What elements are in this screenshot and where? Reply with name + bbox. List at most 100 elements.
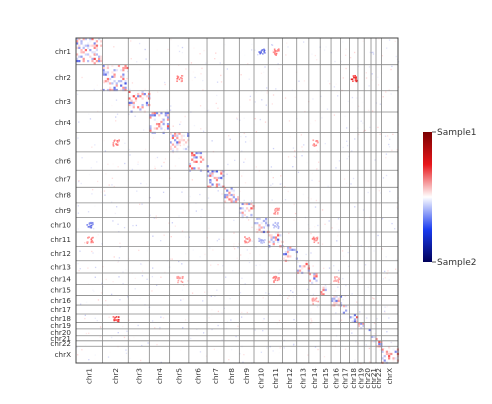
- heatmap-cell: [160, 165, 163, 167]
- heatmap-cell: [294, 150, 296, 152]
- heatmap-cell: [310, 311, 312, 314]
- heatmap-cell: [274, 207, 277, 210]
- heatmap-cell: [365, 344, 367, 346]
- heatmap-cell: [370, 52, 373, 54]
- x-tick-label: chr9: [242, 368, 251, 384]
- heatmap-cell: [141, 90, 144, 93]
- heatmap-cell: [247, 241, 250, 244]
- heatmap-cell: [116, 140, 119, 142]
- heatmap-cell: [91, 38, 94, 41]
- heatmap-cell: [336, 276, 338, 278]
- heatmap-cell: [124, 80, 127, 83]
- heatmap-cell: [395, 258, 398, 261]
- heatmap-cell: [367, 109, 370, 111]
- heatmap-cell: [378, 190, 380, 192]
- heatmap-cell: [124, 88, 127, 92]
- heatmap-cell: [116, 141, 119, 144]
- heatmap-cell: [115, 88, 118, 92]
- heatmap-cell: [141, 270, 144, 272]
- heatmap-cell: [120, 88, 123, 92]
- heatmap-cell: [347, 251, 349, 254]
- heatmap-cell: [382, 278, 384, 280]
- heatmap-cell: [111, 71, 114, 74]
- heatmap-cell: [180, 299, 182, 301]
- heatmap-cell: [76, 44, 79, 47]
- y-tick-label: chr21: [50, 334, 71, 343]
- heatmap-cell: [276, 209, 279, 212]
- heatmap-cell: [381, 294, 384, 296]
- heatmap-cell: [357, 105, 360, 107]
- heatmap-cell: [153, 112, 156, 115]
- heatmap-cell: [193, 167, 196, 170]
- heatmap-cell: [315, 279, 318, 282]
- heatmap-cell: [351, 96, 354, 99]
- heatmap-cell: [93, 51, 96, 54]
- heatmap-cell: [104, 80, 107, 83]
- heatmap-cell: [155, 217, 157, 219]
- heatmap-cell: [317, 348, 319, 351]
- heatmap-cell: [76, 53, 79, 56]
- heatmap-cell: [390, 93, 392, 95]
- heatmap-cell: [383, 355, 386, 358]
- heatmap-cell: [285, 240, 287, 242]
- heatmap-cell: [104, 73, 107, 76]
- heatmap-cell: [230, 319, 232, 321]
- heatmap-cell: [311, 281, 314, 285]
- heatmap-cell: [124, 86, 127, 89]
- heatmap-cell: [215, 170, 219, 173]
- heatmap-cell: [278, 68, 280, 70]
- heatmap-cell: [364, 333, 367, 336]
- heatmap-cell: [112, 316, 115, 318]
- heatmap-cell: [106, 71, 110, 74]
- heatmap-cell: [335, 83, 337, 85]
- heatmap-cell: [390, 341, 392, 344]
- heatmap-cell: [141, 344, 143, 347]
- heatmap-cell: [125, 349, 127, 351]
- heatmap-cell: [149, 127, 152, 130]
- heatmap-cell: [310, 252, 312, 254]
- heatmap-cell: [293, 219, 295, 221]
- heatmap-cell: [274, 236, 278, 239]
- heatmap-cell: [174, 165, 177, 167]
- heatmap-cell: [331, 299, 334, 303]
- heatmap-cell: [345, 185, 347, 188]
- heatmap-cell: [115, 84, 118, 87]
- heatmap-cell: [134, 99, 138, 102]
- heatmap-cell: [335, 295, 338, 298]
- heatmap-cell: [240, 254, 242, 256]
- heatmap-cell: [78, 55, 81, 58]
- heatmap-cell: [204, 253, 206, 256]
- heatmap-cell: [324, 142, 326, 145]
- heatmap-cell: [131, 82, 134, 84]
- heatmap-cell: [89, 226, 92, 228]
- heatmap-cell: [97, 234, 99, 236]
- heatmap-cell: [315, 239, 318, 242]
- heatmap-cell: [388, 39, 391, 41]
- heatmap-cell: [211, 172, 214, 175]
- heatmap-cell: [130, 40, 132, 42]
- x-tick-label: chr16: [331, 368, 340, 389]
- heatmap-cell: [254, 101, 256, 103]
- heatmap-cell: [217, 190, 219, 192]
- heatmap-cell: [275, 226, 278, 228]
- heatmap-cell: [110, 293, 113, 296]
- y-tick-label: chr22: [50, 339, 71, 348]
- heatmap-cell: [191, 179, 194, 181]
- heatmap-cell: [333, 265, 335, 267]
- heatmap-cell: [172, 151, 174, 154]
- heatmap-cell: [369, 126, 371, 129]
- heatmap-cell: [80, 55, 83, 58]
- heatmap-cell: [171, 150, 175, 153]
- heatmap-cell: [87, 60, 90, 63]
- heatmap-cell: [132, 300, 134, 302]
- heatmap-cell: [394, 350, 397, 353]
- heatmap-cell: [264, 121, 267, 123]
- heatmap-cell: [88, 223, 91, 225]
- heatmap-cell: [386, 272, 388, 275]
- heatmap-cell: [245, 136, 247, 138]
- heatmap-cell: [236, 257, 238, 259]
- heatmap-cell: [313, 241, 316, 244]
- heatmap-cell: [207, 185, 210, 188]
- heatmap-cell: [211, 309, 213, 311]
- heatmap-cell: [275, 54, 277, 56]
